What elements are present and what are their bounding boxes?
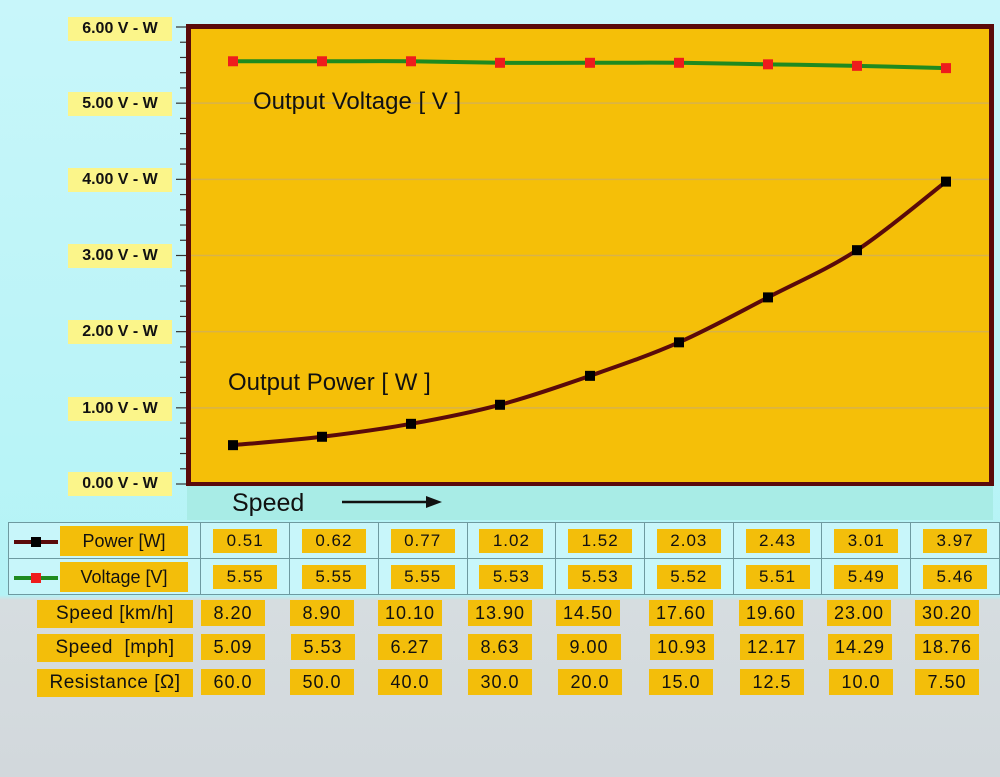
table-cell: 13.90 [468, 600, 532, 626]
table-cell: 5.55 [213, 564, 278, 589]
table-cell: 1.02 [479, 528, 544, 553]
table-cell: 6.27 [378, 634, 442, 660]
line-chart [176, 24, 994, 486]
table-cell: 12.5 [740, 669, 804, 695]
data-series [228, 56, 951, 451]
y-axis-ticks [176, 26, 186, 485]
table-cell: 3.01 [834, 528, 899, 553]
x-axis-strip [187, 486, 993, 520]
table-cell: 5.53 [568, 564, 633, 589]
table-cell: 20.0 [558, 669, 622, 695]
table-cell: 10.93 [650, 634, 714, 660]
table-cell: 30.0 [468, 669, 532, 695]
table-cell: 12.17 [740, 634, 804, 660]
table-cell: 17.60 [649, 600, 713, 626]
table-row-voltage: Voltage [V] 5.55 5.55 5.55 5.53 5.53 5.5… [7, 558, 1000, 595]
table-cell: 8.63 [468, 634, 532, 660]
x-axis-label: Speed [232, 489, 305, 517]
row-speed-mph: Speed [mph] 5.09 5.53 6.27 8.63 9.00 10.… [0, 634, 1000, 662]
power-legend-icon [14, 537, 58, 548]
table-row-power: Power [W] 0.51 0.62 0.77 1.02 1.52 2.03 … [7, 522, 1000, 559]
table-cell: 2.03 [656, 528, 721, 553]
table-cell: 0.77 [390, 528, 455, 553]
table-cell: 5.53 [479, 564, 544, 589]
table-cell: 15.0 [649, 669, 713, 695]
row-speed-kmh: Speed [km/h] 8.20 8.90 10.10 13.90 14.50… [0, 600, 1000, 628]
y-axis-label-0: 0.00 V - W [68, 472, 172, 496]
table-cell: 8.20 [201, 600, 265, 626]
y-axis-label-3: 3.00 V - W [68, 244, 172, 268]
voltage-curve-label: Output Voltage [ V ] [253, 88, 462, 115]
legend-data-table: Power [W] 0.51 0.62 0.77 1.02 1.52 2.03 … [7, 522, 1000, 595]
y-axis-label-4: 4.00 V - W [68, 168, 172, 192]
power-row-label: Power [W] [60, 525, 188, 556]
table-cell: 8.90 [290, 600, 354, 626]
voltage-row-label: Voltage [V] [60, 561, 188, 592]
table-cell: 5.09 [201, 634, 265, 660]
table-cell: 60.0 [201, 669, 265, 695]
table-cell: 23.00 [827, 600, 891, 626]
row-resistance: Resistance [Ω] 60.0 50.0 40.0 30.0 20.0 … [0, 669, 1000, 697]
table-cell: 14.29 [828, 634, 892, 660]
table-cell: 19.60 [739, 600, 803, 626]
table-cell: 10.10 [378, 600, 442, 626]
voltage-legend-icon [14, 573, 58, 584]
table-cell: 50.0 [290, 669, 354, 695]
table-cell: 9.00 [557, 634, 621, 660]
arrow-right-icon [342, 496, 442, 508]
y-axis-label-2: 2.00 V - W [68, 320, 172, 344]
table-cell: 0.62 [301, 528, 366, 553]
power-curve-label: Output Power [ W ] [228, 369, 431, 396]
speed-kmh-label: Speed [km/h] [37, 600, 193, 628]
table-cell: 5.49 [834, 564, 899, 589]
table-cell: 5.51 [745, 564, 810, 589]
y-axis-label-1: 1.00 V - W [68, 397, 172, 421]
table-cell: 14.50 [556, 600, 620, 626]
table-cell: 10.0 [829, 669, 893, 695]
speed-mph-label: Speed [mph] [37, 634, 193, 662]
gridlines [191, 102, 989, 409]
table-cell: 18.76 [915, 634, 979, 660]
table-cell: 7.50 [915, 669, 979, 695]
table-cell: 5.55 [301, 564, 366, 589]
table-cell: 5.52 [656, 564, 721, 589]
resistance-label: Resistance [Ω] [37, 669, 193, 697]
table-cell: 5.53 [291, 634, 355, 660]
table-cell: 1.52 [568, 528, 633, 553]
y-axis-label-5: 5.00 V - W [68, 92, 172, 116]
table-cell: 30.20 [915, 600, 979, 626]
table-cell: 3.97 [923, 528, 988, 553]
y-axis-label-6: 6.00 V - W [68, 17, 172, 41]
table-cell: 5.46 [923, 564, 988, 589]
table-cell: 0.51 [213, 528, 278, 553]
table-cell: 40.0 [378, 669, 442, 695]
table-cell: 5.55 [390, 564, 455, 589]
table-cell: 2.43 [745, 528, 810, 553]
